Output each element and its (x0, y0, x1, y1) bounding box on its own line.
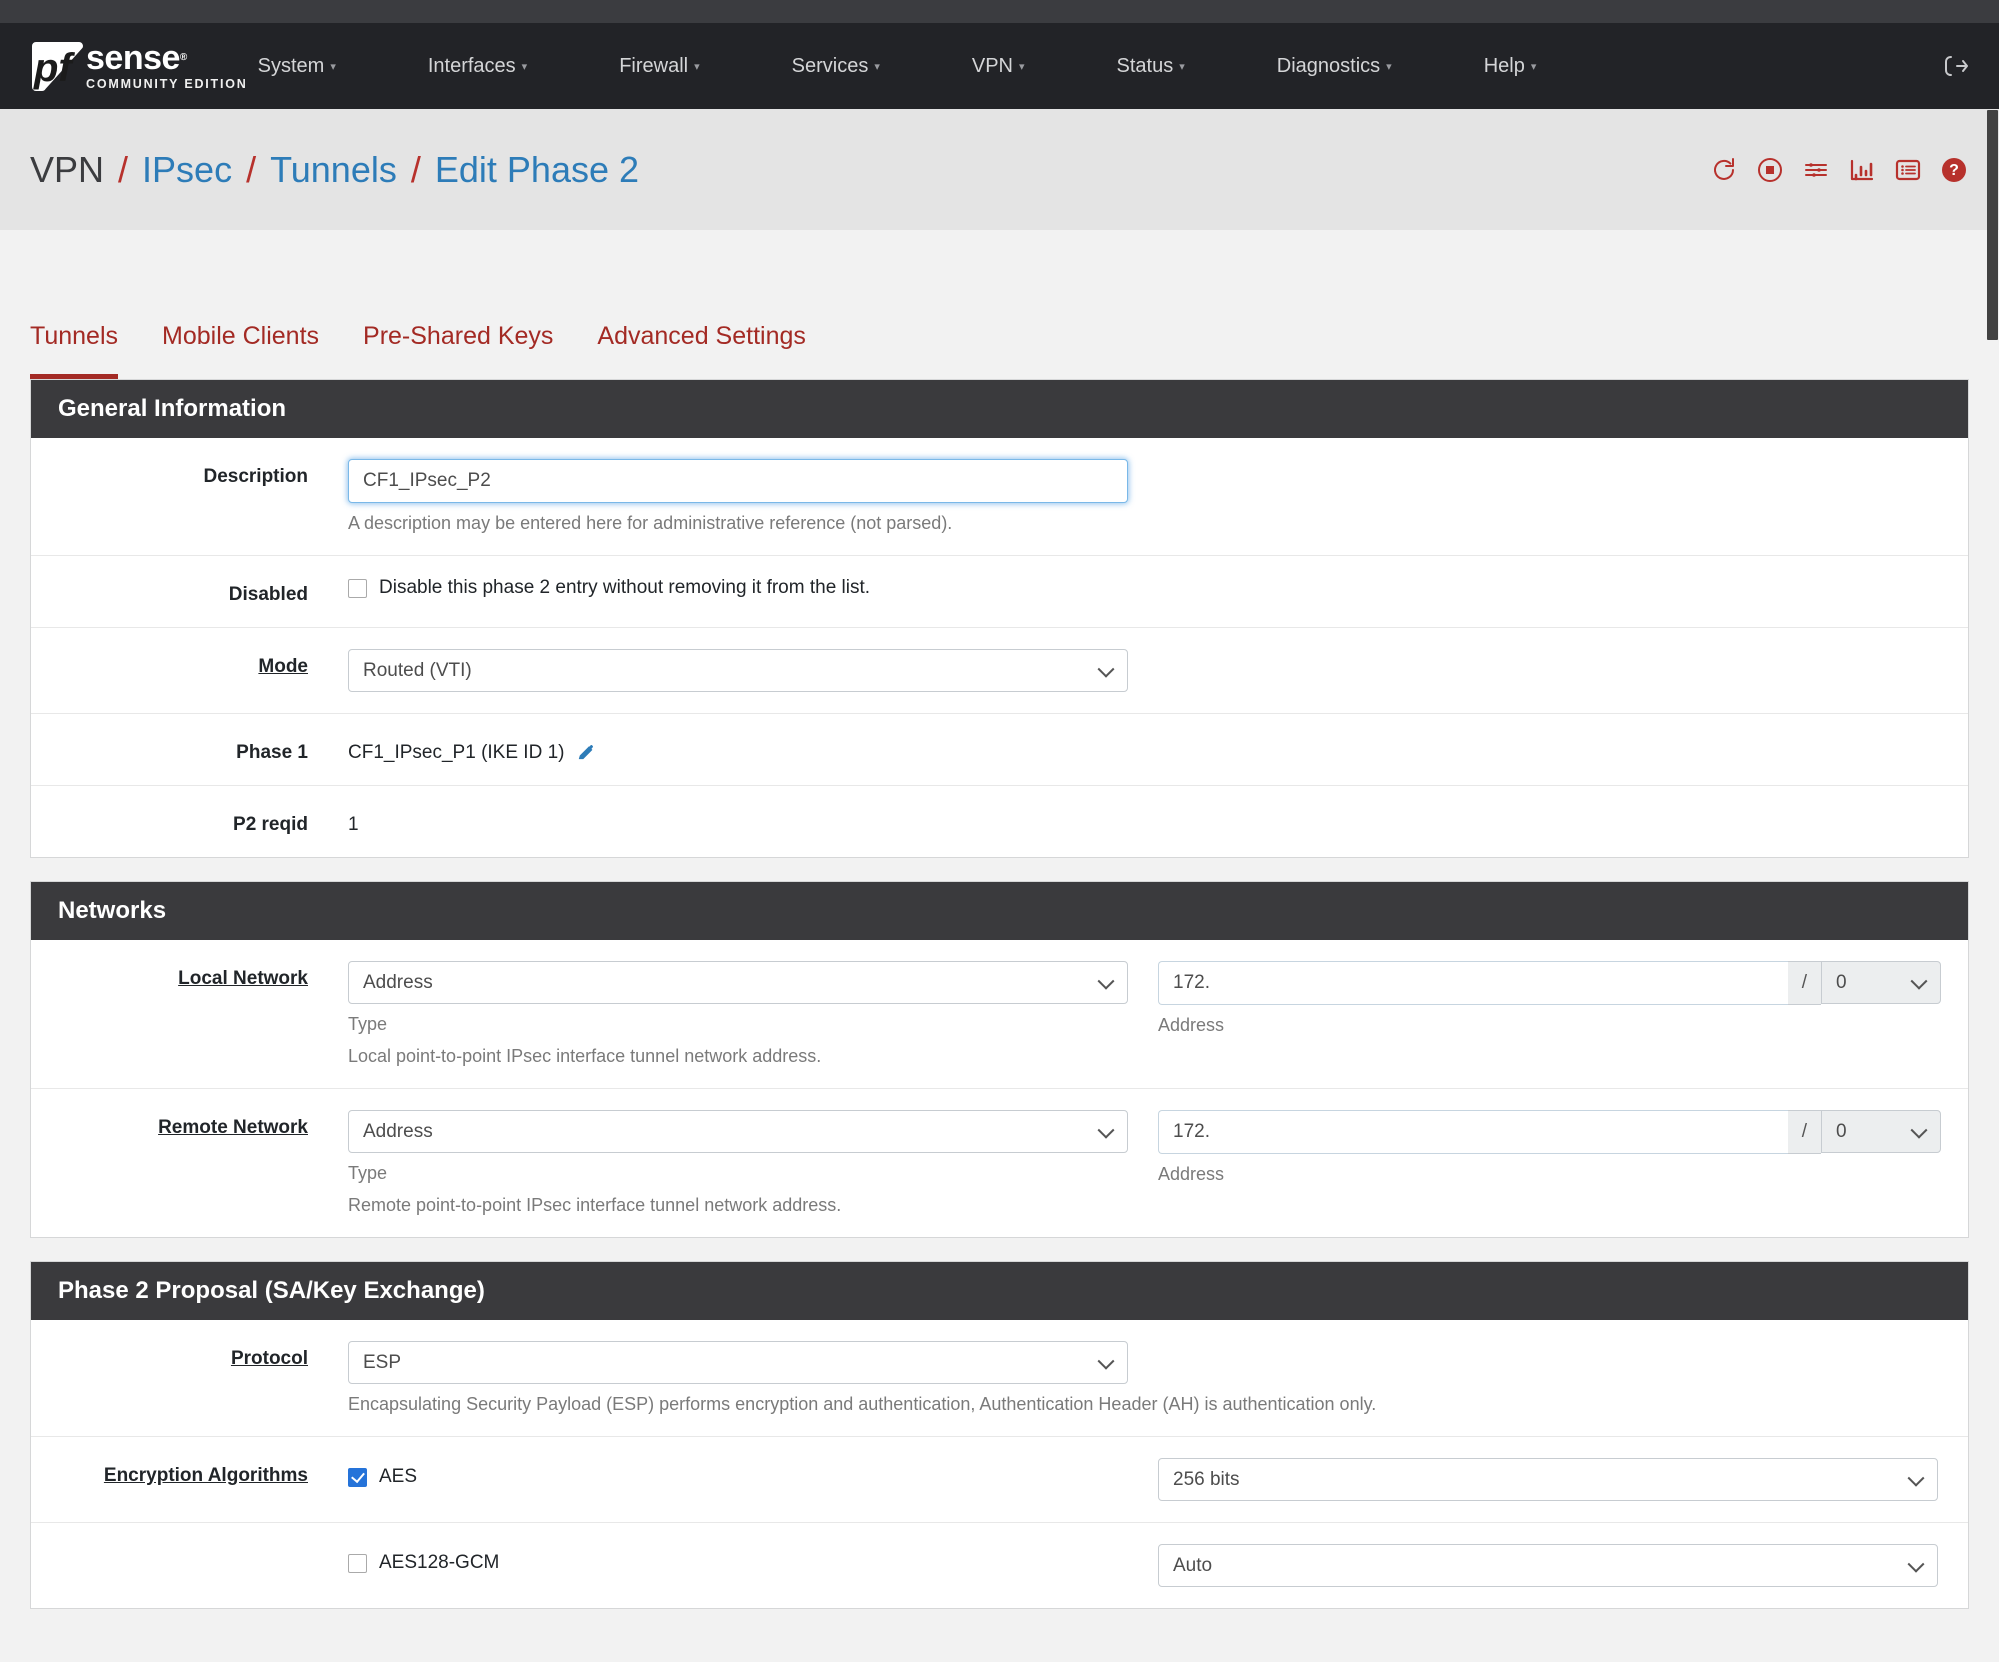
svg-text:?: ? (1949, 162, 1959, 179)
svg-text:pf: pf (33, 46, 75, 90)
